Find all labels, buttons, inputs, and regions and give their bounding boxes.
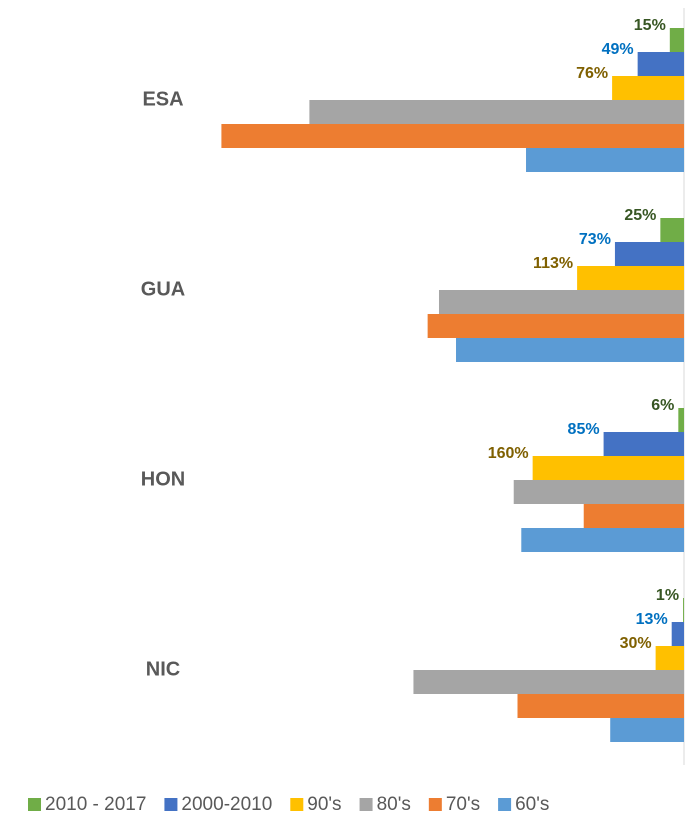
bar [221,124,684,148]
legend-swatch [290,798,304,811]
bar [655,646,684,670]
bar [683,598,684,622]
legend-label: 70's [446,794,480,815]
bar [637,52,684,76]
legend-label: 2000-2010 [181,794,272,815]
bar [521,528,684,552]
category-label: HON [141,468,185,490]
legend-label: 90's [307,794,341,815]
bar [517,694,684,718]
legend-swatch [428,798,442,811]
bar [309,100,684,124]
bar [610,718,684,742]
value-label: 15% [634,17,666,34]
legend-swatch [164,798,178,811]
value-label: 73% [579,231,611,248]
value-label: 113% [533,255,573,272]
legend-label: 80's [377,794,411,815]
bar [671,622,684,646]
legend-swatch [359,798,373,811]
bar [614,242,684,266]
value-label: 13% [636,611,668,628]
bar [413,670,684,694]
value-label: 25% [624,207,656,224]
bar [427,314,684,338]
value-label: 76% [576,65,608,82]
value-label: 1% [656,587,679,604]
legend-label: 2010 - 2017 [45,794,146,815]
value-label: 6% [651,397,674,414]
bar [438,290,684,314]
bar [513,480,684,504]
bar [526,148,684,172]
legend-label: 60's [515,794,549,815]
bar [660,218,684,242]
legend-swatch [28,798,41,811]
value-label: 49% [602,41,634,58]
bar [603,432,684,456]
bar [612,76,684,100]
value-label: 160% [488,445,529,462]
bar [669,28,684,52]
category-label: NIC [146,658,180,680]
category-label: ESA [142,88,183,110]
bar [532,456,684,480]
bar [456,338,684,362]
bar [678,408,684,432]
value-label: 85% [568,421,600,438]
category-label: GUA [141,278,185,300]
legend-swatch [498,798,512,811]
bar [577,266,684,290]
bar [583,504,684,528]
value-label: 30% [620,635,652,652]
